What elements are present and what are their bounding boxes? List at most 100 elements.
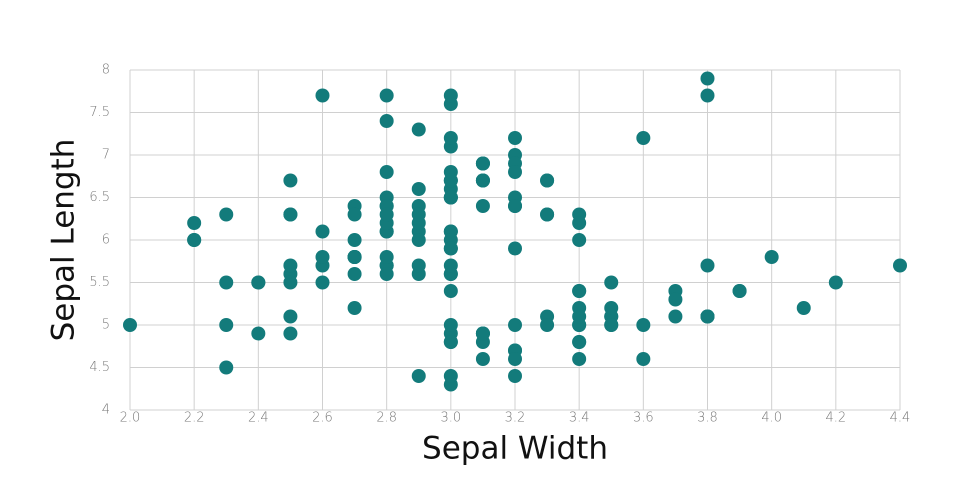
point bbox=[475, 326, 490, 341]
point bbox=[315, 275, 330, 290]
point bbox=[379, 250, 394, 264]
point bbox=[700, 309, 715, 324]
point bbox=[283, 275, 298, 290]
point bbox=[508, 199, 522, 213]
point bbox=[411, 233, 426, 247]
point bbox=[187, 216, 202, 230]
point bbox=[443, 173, 458, 188]
point bbox=[508, 131, 522, 145]
point bbox=[379, 165, 394, 179]
point bbox=[668, 309, 683, 324]
point bbox=[347, 233, 362, 247]
point bbox=[475, 352, 490, 366]
point bbox=[700, 88, 715, 103]
point bbox=[636, 318, 651, 332]
point bbox=[508, 165, 522, 179]
point bbox=[411, 258, 426, 273]
point bbox=[443, 258, 458, 273]
point bbox=[411, 182, 426, 196]
point bbox=[219, 275, 234, 290]
point bbox=[411, 122, 426, 137]
point bbox=[636, 131, 651, 145]
point bbox=[475, 156, 490, 171]
y-tick-label: 4 bbox=[102, 403, 110, 418]
point bbox=[251, 275, 266, 290]
point bbox=[508, 369, 522, 383]
point bbox=[604, 318, 619, 332]
point bbox=[219, 360, 234, 375]
point bbox=[187, 233, 202, 247]
point bbox=[219, 207, 234, 222]
point bbox=[572, 284, 587, 298]
point bbox=[347, 207, 362, 222]
x-tick-label: 2.4 bbox=[248, 411, 269, 426]
x-axis-label: Sepal Width bbox=[422, 431, 608, 467]
point bbox=[443, 88, 458, 103]
point bbox=[796, 301, 811, 315]
point bbox=[828, 275, 843, 290]
point bbox=[283, 173, 298, 188]
point bbox=[540, 318, 555, 332]
point bbox=[764, 250, 779, 264]
point bbox=[443, 284, 458, 298]
point bbox=[283, 326, 298, 341]
point bbox=[604, 301, 619, 315]
point bbox=[443, 318, 458, 332]
x-tick-label: 2.8 bbox=[376, 411, 397, 426]
point bbox=[411, 207, 426, 222]
point bbox=[732, 284, 747, 298]
point bbox=[572, 216, 587, 230]
point bbox=[283, 258, 298, 273]
point bbox=[893, 258, 907, 273]
point bbox=[540, 207, 555, 222]
point bbox=[572, 335, 587, 349]
point bbox=[443, 335, 458, 349]
x-tick-label: 3.6 bbox=[633, 411, 654, 426]
point bbox=[123, 318, 137, 332]
y-tick-label: 7.5 bbox=[89, 105, 110, 120]
point bbox=[508, 241, 522, 256]
y-tick-label: 6 bbox=[102, 233, 110, 248]
point bbox=[443, 131, 458, 145]
point bbox=[700, 258, 715, 273]
point bbox=[347, 250, 362, 264]
point bbox=[379, 114, 394, 128]
x-tick-label: 3.8 bbox=[697, 411, 718, 426]
point bbox=[411, 369, 426, 383]
y-tick-label: 5.5 bbox=[89, 275, 110, 290]
x-tick-label: 2.6 bbox=[312, 411, 333, 426]
x-tick-label: 3.2 bbox=[505, 411, 526, 426]
point bbox=[572, 352, 587, 366]
point bbox=[475, 173, 490, 188]
point bbox=[508, 352, 522, 366]
point bbox=[251, 326, 266, 341]
point bbox=[283, 309, 298, 324]
point bbox=[540, 173, 555, 188]
point bbox=[379, 207, 394, 222]
x-tick-label: 3.0 bbox=[440, 411, 461, 426]
y-tick-label: 8 bbox=[102, 63, 110, 78]
point bbox=[315, 224, 330, 239]
y-tick-label: 4.5 bbox=[89, 360, 110, 375]
point bbox=[443, 241, 458, 256]
point bbox=[572, 309, 587, 324]
point bbox=[315, 88, 330, 103]
point bbox=[379, 267, 394, 281]
point bbox=[379, 88, 394, 103]
point bbox=[668, 292, 683, 307]
point bbox=[219, 318, 234, 332]
point bbox=[572, 233, 587, 247]
x-tick-label: 3.4 bbox=[569, 411, 590, 426]
point bbox=[700, 71, 715, 86]
point bbox=[508, 318, 522, 332]
point bbox=[283, 207, 298, 222]
point bbox=[604, 275, 619, 290]
y-tick-label: 5 bbox=[102, 318, 110, 333]
x-tick-label: 4.2 bbox=[825, 411, 846, 426]
y-tick-label: 6.5 bbox=[89, 190, 110, 205]
x-tick-label: 4.0 bbox=[761, 411, 782, 426]
x-tick-label: 4.4 bbox=[890, 411, 911, 426]
y-tick-label: 7 bbox=[102, 148, 110, 163]
point bbox=[347, 301, 362, 315]
